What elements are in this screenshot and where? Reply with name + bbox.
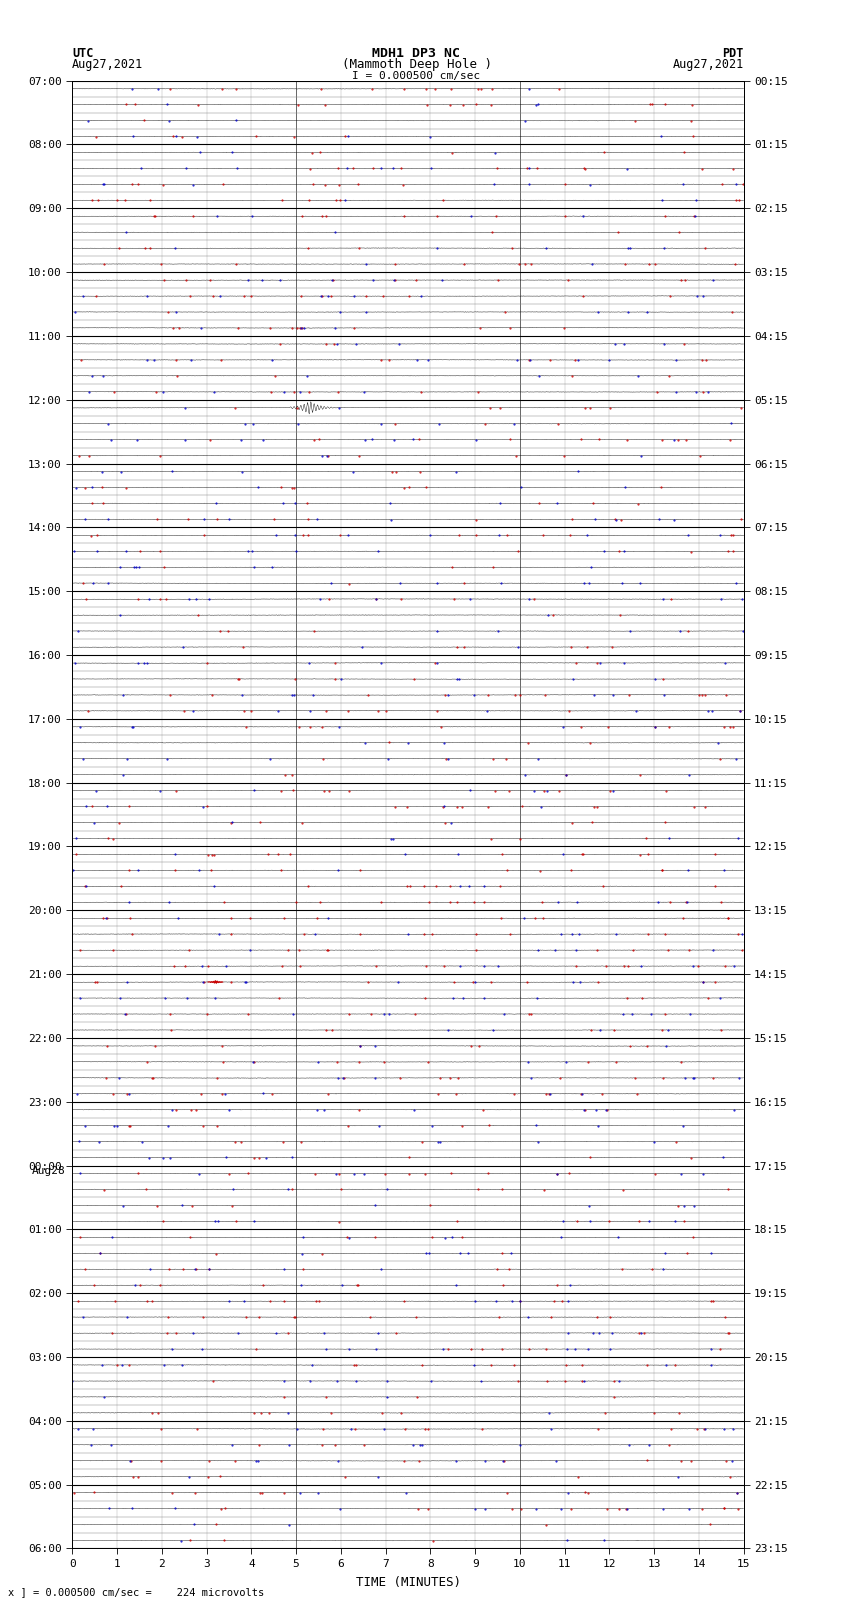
Text: Aug28: Aug28 — [31, 1166, 65, 1176]
Text: Aug27,2021: Aug27,2021 — [72, 58, 144, 71]
Text: (Mammoth Deep Hole ): (Mammoth Deep Hole ) — [342, 58, 491, 71]
Text: Aug27,2021: Aug27,2021 — [672, 58, 744, 71]
Text: I = 0.000500 cm/sec: I = 0.000500 cm/sec — [353, 71, 480, 81]
Text: x ] = 0.000500 cm/sec =    224 microvolts: x ] = 0.000500 cm/sec = 224 microvolts — [8, 1587, 264, 1597]
Text: PDT: PDT — [722, 47, 744, 60]
Text: MDH1 DP3 NC: MDH1 DP3 NC — [372, 47, 461, 60]
Text: UTC: UTC — [72, 47, 94, 60]
X-axis label: TIME (MINUTES): TIME (MINUTES) — [355, 1576, 461, 1589]
